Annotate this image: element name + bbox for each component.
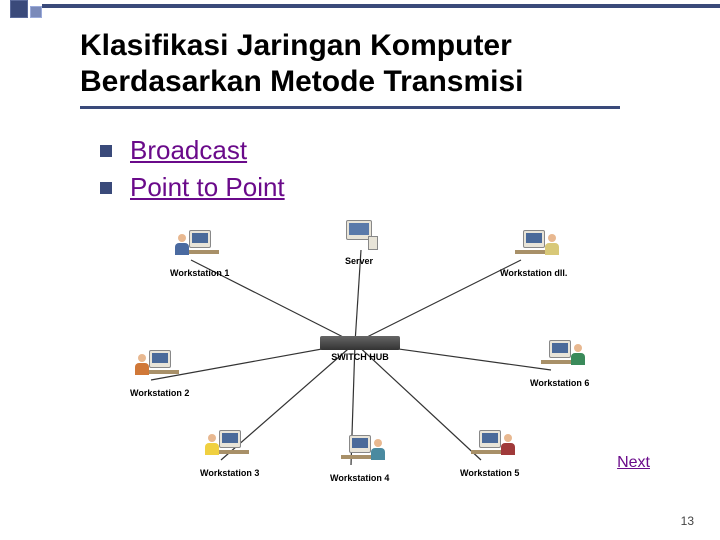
workstation-icon	[339, 435, 381, 471]
slide-title-line2: Berdasarkan Metode Transmisi	[80, 64, 680, 100]
workstation-icon	[179, 230, 221, 266]
bullet-link-broadcast[interactable]: Broadcast	[130, 135, 247, 166]
node-label: Workstation 2	[130, 388, 189, 398]
workstation-icon	[469, 430, 511, 466]
node-label: Workstation 6	[530, 378, 589, 388]
node-label: Workstation dll.	[500, 268, 567, 278]
node-label: Workstation 3	[200, 468, 259, 478]
server-icon	[340, 220, 378, 254]
bullet-marker-icon	[100, 182, 112, 194]
node-label: Server	[345, 256, 373, 266]
slide-accent	[0, 0, 720, 18]
bullet-link-point-to-point[interactable]: Point to Point	[130, 172, 285, 203]
network-diagram: SWITCH HUB Workstation 1 Server Workstatio…	[130, 220, 590, 480]
person-icon	[545, 234, 559, 256]
person-icon	[175, 234, 189, 256]
next-link[interactable]: Next	[617, 454, 650, 472]
person-icon	[371, 439, 385, 461]
person-icon	[501, 434, 515, 456]
node-srv: Server	[340, 220, 378, 266]
hub-label: SWITCH HUB	[331, 352, 389, 362]
accent-square-dark	[10, 0, 28, 18]
page-number: 13	[681, 514, 694, 528]
person-icon	[571, 344, 585, 366]
node-ws1: Workstation 1	[170, 230, 229, 278]
node-ws5: Workstation 5	[460, 430, 519, 478]
node-ws4: Workstation 4	[330, 435, 389, 483]
accent-square-light	[30, 6, 42, 18]
bullet-marker-icon	[100, 145, 112, 157]
node-ws2: Workstation 2	[130, 350, 189, 398]
switch-hub: SWITCH HUB	[315, 336, 405, 364]
node-label: Workstation 5	[460, 468, 519, 478]
node-dll: Workstation dll.	[500, 230, 567, 278]
title-underline	[80, 106, 620, 109]
node-label: Workstation 1	[170, 268, 229, 278]
bullet-item: Broadcast	[100, 135, 285, 166]
slide-title-line1: Klasifikasi Jaringan Komputer	[80, 28, 680, 64]
workstation-icon	[513, 230, 555, 266]
person-icon	[135, 354, 149, 376]
bullet-list: Broadcast Point to Point	[100, 135, 285, 209]
node-ws6: Workstation 6	[530, 340, 589, 388]
workstation-icon	[139, 350, 181, 386]
accent-bar	[42, 4, 720, 8]
node-label: Workstation 4	[330, 473, 389, 483]
workstation-icon	[539, 340, 581, 376]
person-icon	[205, 434, 219, 456]
node-ws3: Workstation 3	[200, 430, 259, 478]
hub-icon	[320, 336, 400, 350]
workstation-icon	[209, 430, 251, 466]
bullet-item: Point to Point	[100, 172, 285, 203]
slide-title-block: Klasifikasi Jaringan Komputer Berdasarka…	[80, 28, 680, 109]
